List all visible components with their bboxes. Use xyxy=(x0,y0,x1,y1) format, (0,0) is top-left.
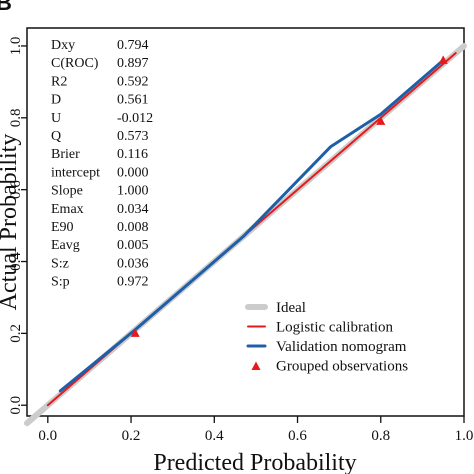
stat-value: 0.794 xyxy=(117,38,149,53)
plot-frame xyxy=(26,27,465,417)
y-tick-label: 0.6 xyxy=(8,180,24,199)
x-tick-label: 0.2 xyxy=(122,428,141,444)
stat-label: S:z xyxy=(51,256,69,271)
panel-label: B xyxy=(0,0,12,15)
stat-label: Emax xyxy=(51,202,84,217)
stat-value: 0.561 xyxy=(117,93,149,108)
x-axis: 0.0 0.2 0.4 0.6 0.8 1.0 xyxy=(38,416,473,444)
legend-label: Logistic calibration xyxy=(276,320,394,336)
legend: Ideal Logistic calibration Validation nomo… xyxy=(245,300,408,375)
stat-value: -0.012 xyxy=(117,111,153,126)
x-tick-label: 0.8 xyxy=(371,428,390,444)
y-tick-label: 0.4 xyxy=(8,252,24,271)
grouped-observation-marker xyxy=(376,116,386,125)
stat-label: Brier xyxy=(51,147,80,162)
stat-label: Dxy xyxy=(51,38,75,53)
x-tick-label: 1.0 xyxy=(455,428,474,444)
stat-value: 0.897 xyxy=(117,56,149,71)
stat-label: Q xyxy=(51,129,61,144)
x-axis-label: Predicted Probability xyxy=(153,450,356,474)
stat-value: 0.573 xyxy=(117,129,149,144)
grouped-observation-marker xyxy=(130,328,140,337)
stat-label: Slope xyxy=(51,184,83,199)
stat-label: intercept xyxy=(51,165,100,180)
stat-value: 0.592 xyxy=(117,74,149,89)
y-tick-label: 1.0 xyxy=(8,37,24,56)
y-tick-label: 0.8 xyxy=(8,108,24,127)
y-axis: 0.0 0.2 0.4 0.6 0.8 1.0 xyxy=(8,37,27,415)
x-tick-label: 0.4 xyxy=(205,428,224,444)
stat-value: 1.000 xyxy=(117,184,149,199)
stat-value: 0.034 xyxy=(117,202,149,217)
stat-value: 0.005 xyxy=(117,238,149,253)
legend-label: Ideal xyxy=(276,300,306,316)
stat-value: 0.000 xyxy=(117,165,149,180)
legend-label: Grouped observations xyxy=(276,359,408,375)
y-tick-label: 0.2 xyxy=(8,324,24,343)
legend-marker xyxy=(251,361,261,370)
legend-label: Validation nomogram xyxy=(276,339,407,355)
series-lines xyxy=(24,43,467,427)
y-tick-label: 0.0 xyxy=(8,396,24,415)
stat-value: 0.972 xyxy=(117,275,149,290)
stats-block: Dxy 0.794 C(ROC) 0.897 R2 0.592 D 0.561 U -0.012 Q… xyxy=(51,38,153,290)
validation-nomogram-line xyxy=(58,58,445,393)
stat-value: 0.008 xyxy=(117,220,149,235)
stat-value: 0.116 xyxy=(117,147,148,162)
stat-value: 0.036 xyxy=(117,256,149,271)
x-tick-label: 0.6 xyxy=(288,428,307,444)
stat-label: Eavg xyxy=(51,238,80,253)
stat-label: D xyxy=(51,93,61,108)
y-axis-label: Actual Probability xyxy=(0,134,22,311)
x-tick-label: 0.0 xyxy=(38,428,57,444)
stat-label: C(ROC) xyxy=(51,56,99,71)
grouped-observation-marker xyxy=(438,55,448,64)
stat-label: U xyxy=(51,111,61,126)
stat-label: S:p xyxy=(51,275,70,290)
stat-label: E90 xyxy=(51,220,74,235)
stat-label: R2 xyxy=(51,74,67,89)
